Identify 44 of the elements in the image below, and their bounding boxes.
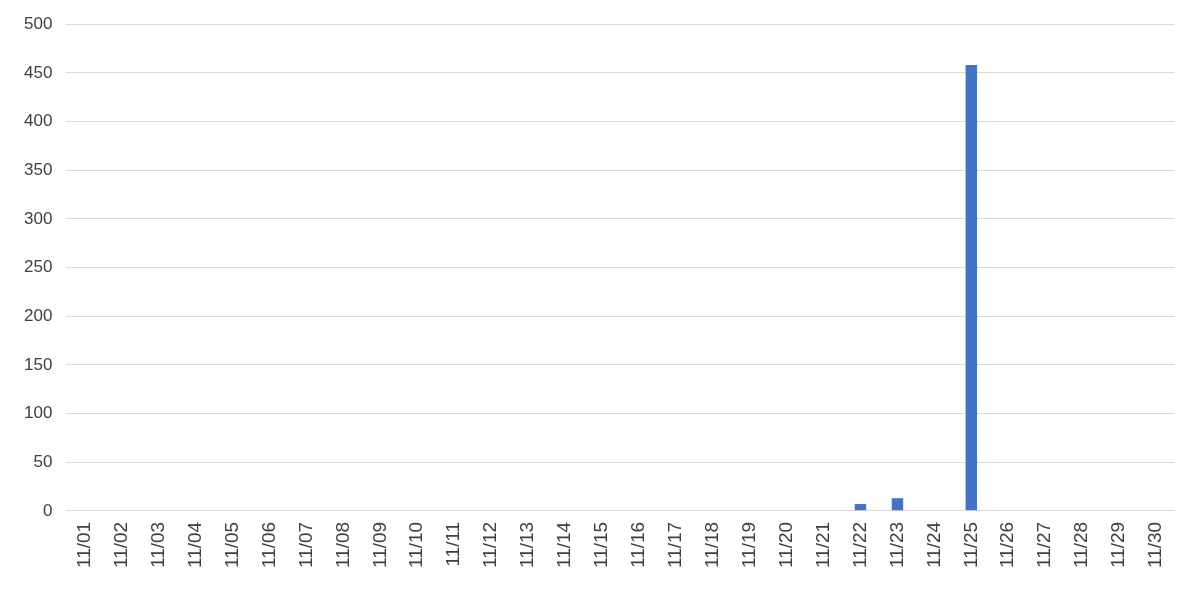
y-tick-label: 400: [23, 111, 53, 131]
x-tick-label: 11/17: [664, 521, 686, 568]
x-tick-label: 11/21: [811, 521, 833, 568]
x-tick-label: 11/15: [590, 521, 612, 568]
y-tick-label: 100: [23, 403, 53, 423]
x-tick-label: 11/05: [220, 521, 242, 568]
y-tick-label: 50: [33, 451, 53, 471]
x-tick-label: 11/22: [848, 521, 870, 568]
bar: [965, 65, 978, 511]
x-tick-label: 11/26: [996, 521, 1018, 568]
x-tick-label: 11/12: [479, 521, 501, 568]
x-tick-label: 11/30: [1144, 521, 1166, 568]
x-tick-label: 11/18: [700, 521, 722, 568]
x-tick-label: 11/20: [774, 521, 796, 568]
x-tick-label: 11/16: [627, 521, 649, 568]
x-tick-label: 11/06: [257, 521, 279, 568]
x-tick-label: 11/19: [737, 521, 759, 568]
x-tick-label: 11/24: [922, 521, 944, 568]
x-tick-label: 11/10: [405, 521, 427, 568]
x-tick-label: 11/07: [294, 521, 316, 568]
x-tick-label: 11/14: [553, 521, 575, 568]
x-tick-label: 11/02: [110, 521, 131, 568]
y-tick-label: 500: [23, 13, 53, 33]
x-tick-label: 11/08: [331, 521, 353, 568]
bar: [891, 498, 904, 511]
y-tick-label: 300: [23, 208, 53, 228]
y-tick-label: 150: [23, 354, 53, 374]
x-tick-label: 11/09: [368, 521, 390, 568]
x-tick-label: 11/03: [146, 521, 168, 568]
x-tick-label: 11/25: [959, 521, 981, 568]
x-tick-label: 11/13: [516, 521, 538, 568]
y-tick-label: 250: [23, 257, 53, 277]
y-tick-label: 0: [42, 500, 53, 520]
bar: [854, 504, 867, 511]
x-tick-label: 11/01: [73, 521, 95, 568]
y-tick-label: 350: [23, 159, 53, 179]
x-tick-label: 11/04: [183, 521, 205, 568]
x-tick-label: 11/27: [1033, 521, 1055, 568]
x-tick-label: 11/11: [442, 521, 464, 567]
y-tick-label: 200: [23, 305, 53, 325]
x-tick-label: 11/23: [885, 521, 907, 568]
x-tick-label: 11/28: [1070, 521, 1092, 568]
x-tick-label: 11/29: [1107, 521, 1129, 568]
y-tick-label: 450: [23, 62, 53, 82]
